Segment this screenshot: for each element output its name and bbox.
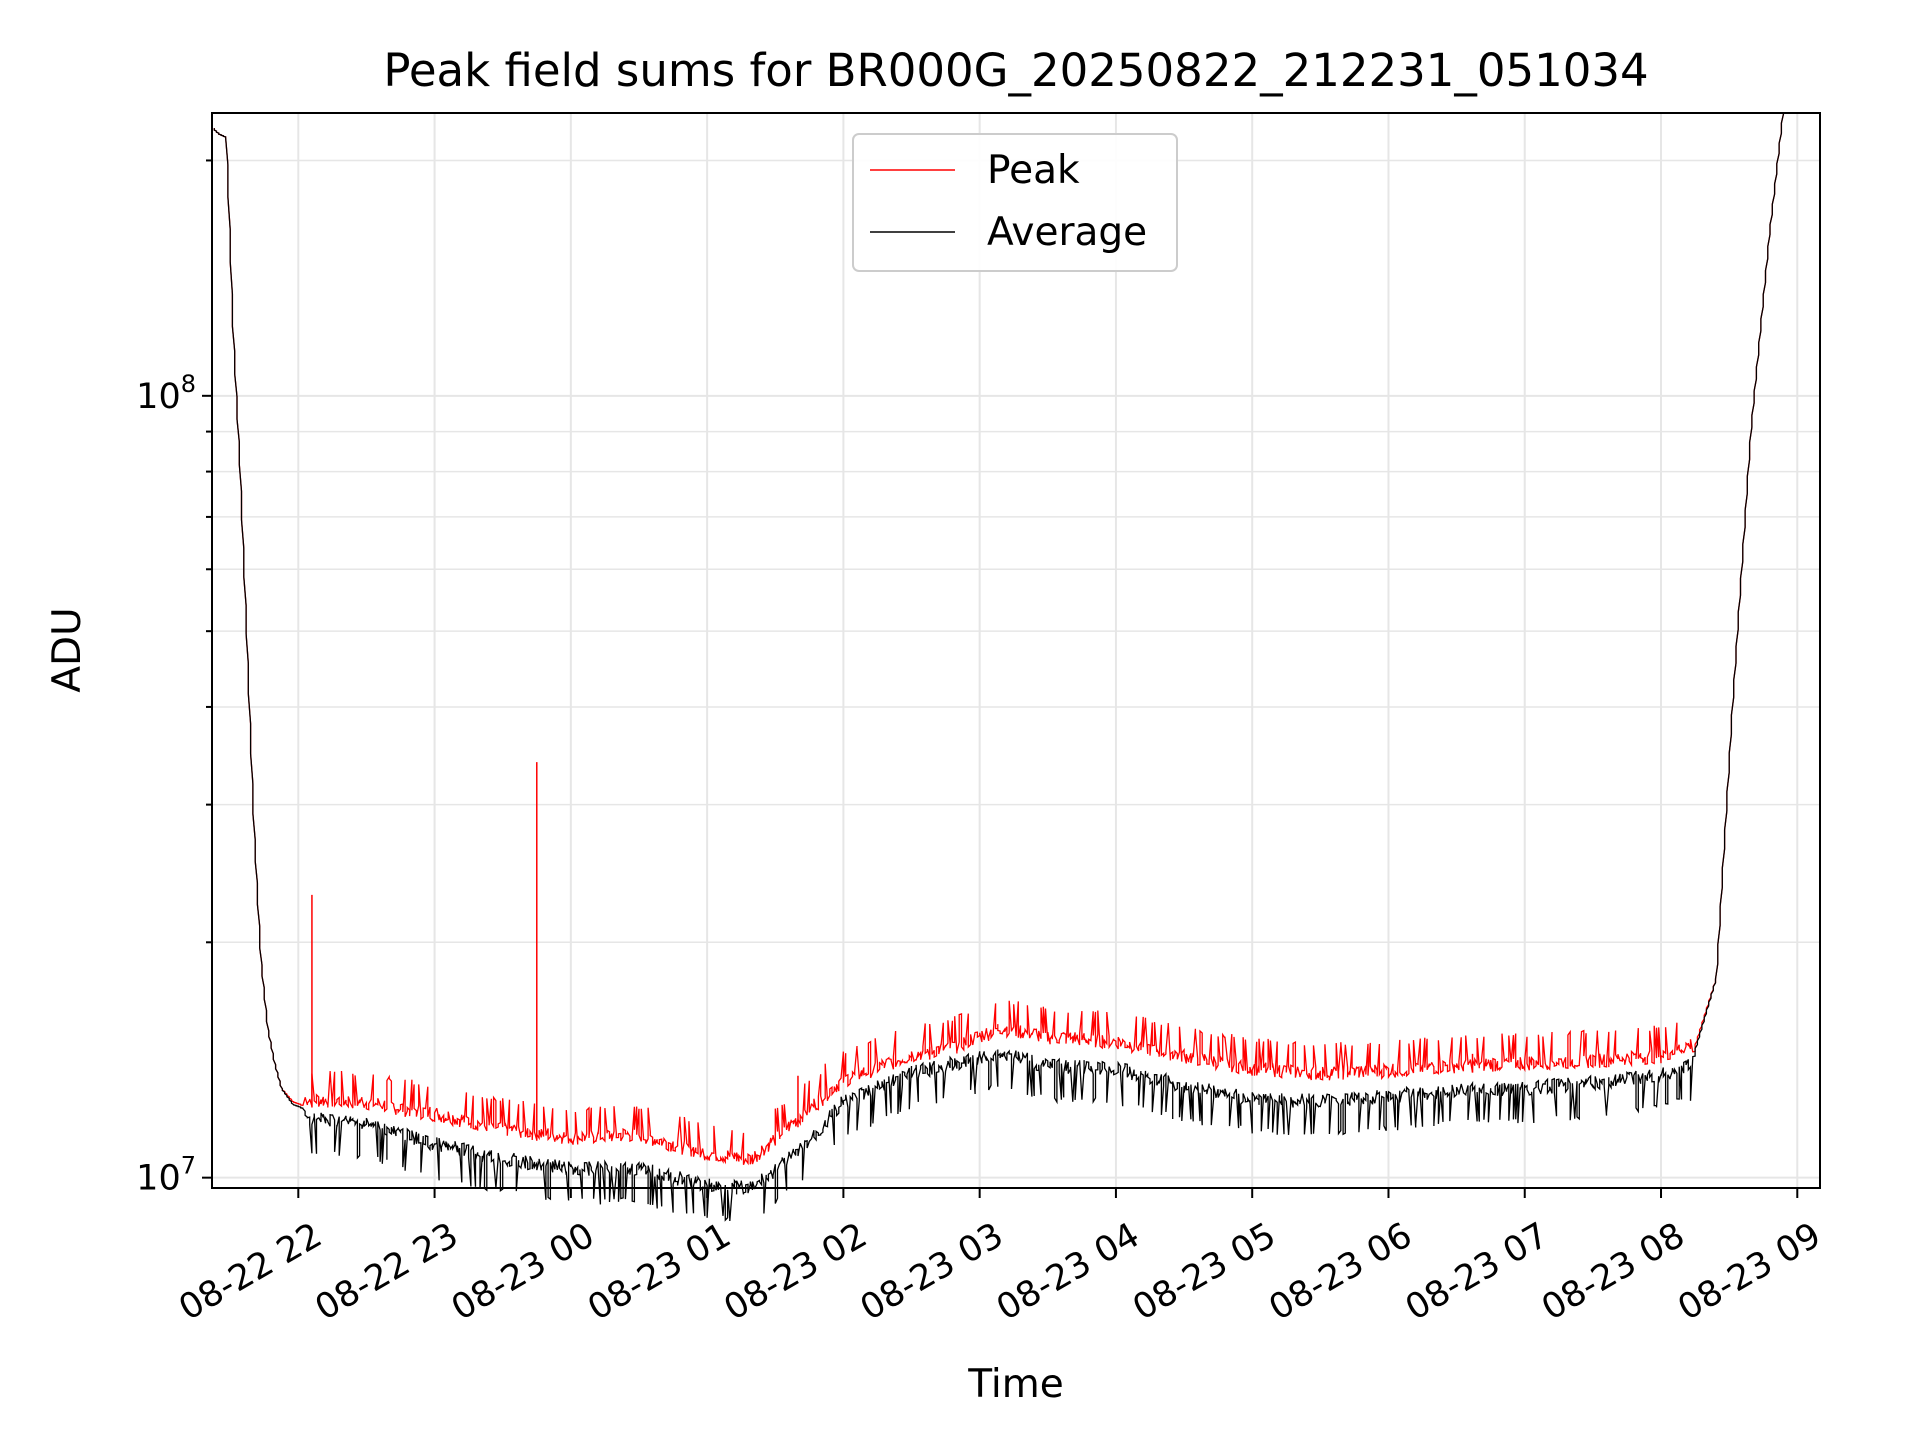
series-line-average <box>213 112 1785 1222</box>
plot-frame <box>211 112 1821 1189</box>
legend: Peak Average <box>852 133 1178 272</box>
legend-box <box>852 133 1178 272</box>
y-axis-ticks: 107 108 <box>136 159 212 1199</box>
x-axis-label: Time <box>967 1362 1063 1407</box>
series-line-peak <box>213 112 1785 1166</box>
y-axis-label: ADU <box>45 607 90 692</box>
y-tick-label: 107 <box>136 1152 196 1199</box>
chart-title: Peak field sums for BR000G_20250822_2122… <box>383 44 1648 97</box>
grid <box>212 113 1820 1188</box>
plot-lines <box>213 112 1785 1222</box>
y-tick-label: 108 <box>136 370 196 417</box>
legend-label-peak: Peak <box>987 148 1080 193</box>
legend-label-average: Average <box>987 210 1147 255</box>
